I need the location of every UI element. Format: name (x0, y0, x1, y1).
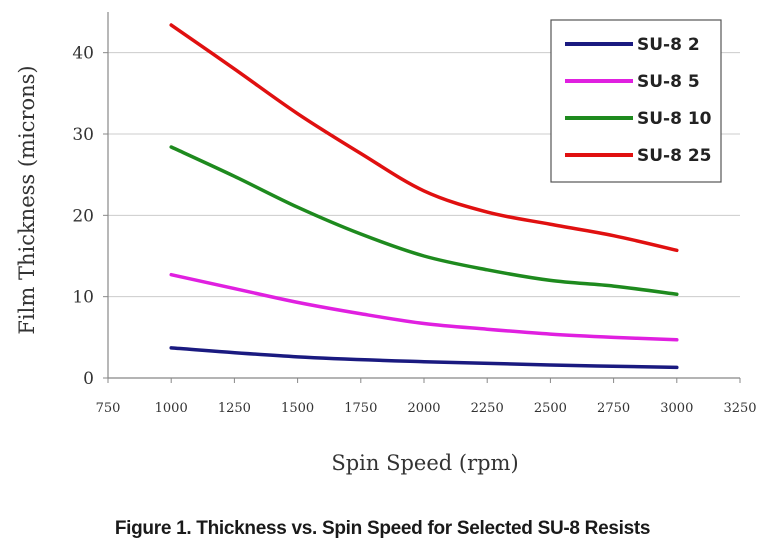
series-line-su-8-25 (169, 23, 679, 253)
legend-label-su-8-2: SU-8 2 (637, 35, 700, 55)
y-tick-label: 10 (72, 288, 94, 308)
x-tick-label: 2750 (597, 401, 630, 416)
y-tick-label: 40 (72, 44, 94, 64)
x-axis-title: Spin Speed (rpm) (331, 451, 518, 475)
x-tick-label: 1250 (218, 401, 251, 416)
y-axis-title: Film Thickness (microns) (15, 65, 39, 334)
x-tick-labels: 750 1000 1250 1500 1750 2000 2250 2500 2750 3000 3… (96, 401, 757, 416)
x-tick-label: 2500 (534, 401, 567, 416)
figure-caption: Figure 1. Thickness vs. Spin Speed for S… (114, 518, 651, 539)
legend-label-su-8-5: SU-8 5 (637, 72, 700, 92)
series-lines (169, 23, 679, 370)
x-tick-label: 1500 (281, 401, 314, 416)
y-tick-label: 0 (83, 369, 94, 389)
x-tick-label: 3000 (660, 401, 693, 416)
legend: SU-8 2 SU-8 5 SU-8 10 SU-8 25 (550, 19, 722, 183)
legend-label-su-8-25: SU-8 25 (637, 146, 712, 166)
series-line-su-8-2 (169, 346, 679, 370)
x-tick-label: 2000 (407, 401, 440, 416)
x-tick-label: 3250 (723, 401, 756, 416)
chart: 750 1000 1250 1500 1750 2000 2250 2500 2750 3000 3… (15, 12, 757, 475)
x-tick-label: 750 (96, 401, 121, 416)
legend-label-su-8-10: SU-8 10 (637, 109, 712, 129)
y-tick-label: 30 (72, 125, 94, 145)
y-tick-label: 20 (72, 206, 94, 226)
x-tick-label: 1000 (155, 401, 188, 416)
y-tick-labels: 0 10 20 30 40 (72, 44, 94, 389)
x-tick-label: 1750 (344, 401, 377, 416)
series-line-su-8-10 (169, 145, 679, 296)
x-tick-label: 2250 (471, 401, 504, 416)
series-line-su-8-5 (169, 272, 679, 342)
axes (103, 12, 741, 383)
